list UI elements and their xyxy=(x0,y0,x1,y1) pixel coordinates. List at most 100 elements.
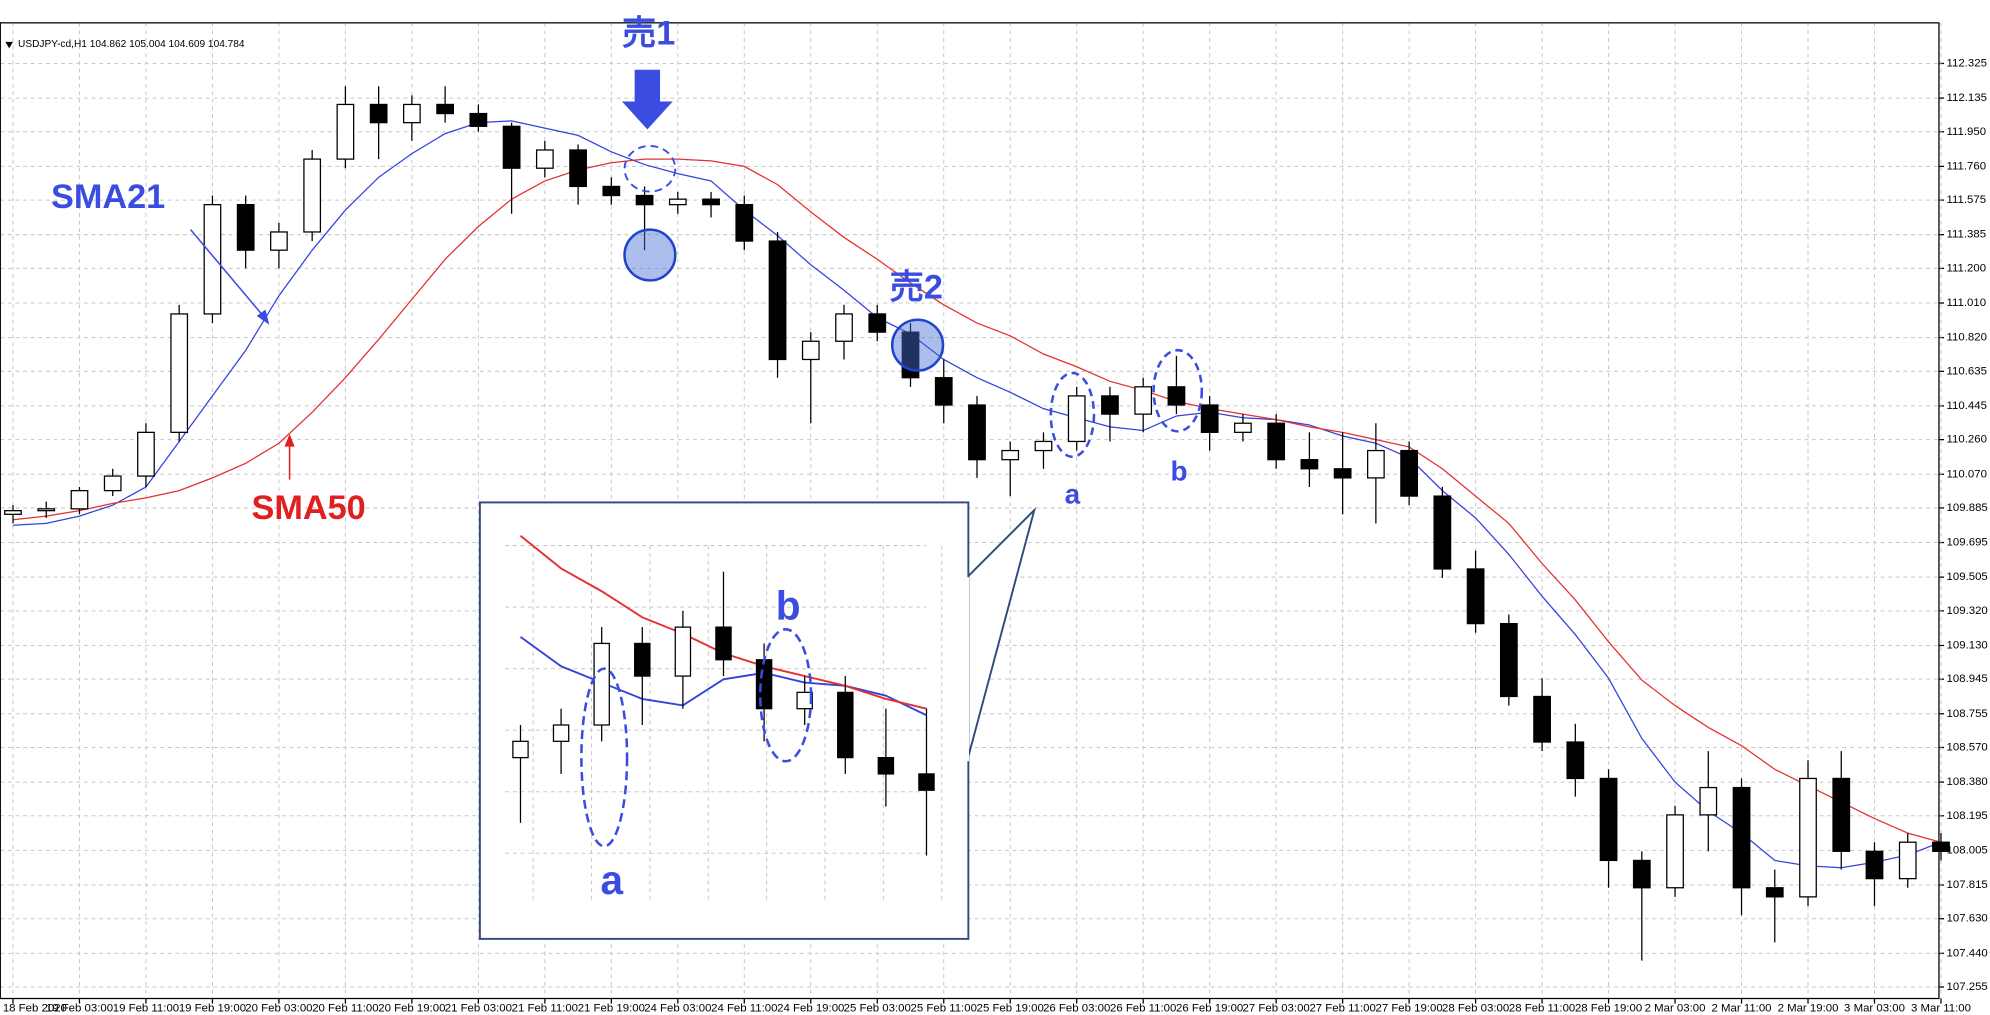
y-tick-label: 112.135 xyxy=(1947,92,1987,104)
y-tick-label: 108.005 xyxy=(1947,844,1988,856)
candle-body xyxy=(634,642,651,677)
x-tick-label: 24 Feb 11:00 xyxy=(711,1003,777,1015)
candle-body xyxy=(1366,449,1385,479)
candle-body xyxy=(170,313,189,433)
x-tick-label: 19 Feb 19:00 xyxy=(179,1003,246,1015)
candle-body xyxy=(1799,777,1817,898)
candle-body xyxy=(502,125,521,169)
candle-body xyxy=(70,489,89,510)
x-tick-label: 2 Mar 11:00 xyxy=(1712,1003,1772,1015)
candle-body xyxy=(552,724,570,742)
sma50-label: SMA50 xyxy=(251,489,365,527)
x-tick-label: 2 Mar 03:00 xyxy=(1645,1003,1706,1015)
x-tick-label: 26 Feb 11:00 xyxy=(1110,1003,1176,1015)
x-tick-label: 27 Feb 19:00 xyxy=(1376,1003,1443,1015)
sma-line xyxy=(12,120,1942,869)
candle-body xyxy=(702,198,720,206)
candle-body xyxy=(1466,568,1485,625)
candle-body xyxy=(635,194,654,206)
x-tick-label: 3 Mar 11:00 xyxy=(1911,1003,1971,1015)
candle-body xyxy=(1267,422,1286,461)
y-tick-label: 108.755 xyxy=(1947,708,1988,720)
y-tick-label: 108.570 xyxy=(1947,742,1988,754)
sell-arrow xyxy=(621,69,673,130)
y-tick-label: 107.815 xyxy=(1947,879,1988,891)
y-tick-label: 110.260 xyxy=(1947,434,1987,446)
x-tick-label: 20 Feb 19:00 xyxy=(378,1003,445,1015)
x-tick-label: 26 Feb 03:00 xyxy=(1043,1003,1110,1015)
candle-body xyxy=(1765,887,1784,898)
x-tick-label: 20 Feb 11:00 xyxy=(312,1003,378,1015)
x-tick-label: 27 Feb 03:00 xyxy=(1243,1003,1310,1015)
inset-frame xyxy=(478,501,970,940)
candle-body xyxy=(1932,841,1950,852)
y-tick-label: 109.320 xyxy=(1947,605,1988,617)
sma-line xyxy=(12,158,1942,843)
x-tick-label: 2 Mar 19:00 xyxy=(1778,1003,1839,1015)
candle-body xyxy=(535,149,554,169)
y-tick-label: 110.070 xyxy=(1947,468,1987,480)
x-tick-label: 21 Feb 11:00 xyxy=(512,1003,578,1015)
y-tick-label: 111.760 xyxy=(1947,160,1987,172)
candle-body xyxy=(593,642,610,726)
main-plot: 112.325 112.135 111.950 111.760 111.575 111.3… xyxy=(0,22,1988,1015)
candle-body xyxy=(1134,386,1153,415)
candle-body xyxy=(968,404,986,461)
candle-body xyxy=(1732,786,1751,889)
candle-body xyxy=(1666,814,1684,889)
candle-body xyxy=(668,198,687,206)
y-tick-label: 108.380 xyxy=(1947,776,1988,788)
sell-label-2: 売2 xyxy=(890,268,943,306)
y-tick-label: 110.635 xyxy=(1947,365,1987,377)
inset-marker-a xyxy=(580,667,629,848)
x-tick-label: 25 Feb 03:00 xyxy=(844,1003,911,1015)
candle-body xyxy=(4,510,22,515)
marker-b xyxy=(1152,348,1204,433)
candle-body xyxy=(768,240,787,361)
candle-body xyxy=(1566,741,1585,780)
candle-body xyxy=(1101,395,1119,415)
candle-body xyxy=(715,626,732,661)
y-tick-label: 111.010 xyxy=(1947,297,1987,309)
candle-body xyxy=(569,149,587,188)
y-tick-label: 108.195 xyxy=(1947,810,1988,822)
x-tick-label: 21 Feb 03:00 xyxy=(445,1003,512,1015)
x-tick-label: 28 Feb 11:00 xyxy=(1509,1003,1575,1015)
candle-body xyxy=(835,313,853,342)
candle-body xyxy=(837,691,854,759)
candle-body xyxy=(1300,459,1319,470)
y-tick-label: 109.885 xyxy=(1947,502,1988,514)
sma21-pointer xyxy=(190,229,265,318)
sell-label-1: 売1 xyxy=(622,15,675,53)
candle-body xyxy=(303,158,322,233)
x-tick-label: 19 Feb 11:00 xyxy=(113,1003,179,1015)
y-tick-label: 108.945 xyxy=(1947,673,1988,685)
candle-body xyxy=(602,185,621,197)
x-tick-label: 25 Feb 19:00 xyxy=(977,1003,1044,1015)
plot-frame xyxy=(0,22,1940,1000)
candle-body xyxy=(1699,786,1718,816)
label-b: b xyxy=(1170,456,1187,487)
candle-body xyxy=(918,773,935,791)
x-tick-label: 19 Feb 03:00 xyxy=(46,1003,113,1015)
x-tick-label: 25 Feb 11:00 xyxy=(911,1003,977,1015)
y-tick-label: 111.575 xyxy=(1947,194,1987,206)
candle-body xyxy=(512,740,529,759)
sma21-label: SMA21 xyxy=(51,178,165,216)
candle-body xyxy=(1400,449,1419,497)
label-a: a xyxy=(1065,478,1081,509)
candle-body xyxy=(934,377,953,406)
candle-body xyxy=(270,231,288,251)
y-tick-label: 111.200 xyxy=(1947,262,1987,274)
marker-a xyxy=(1049,371,1096,459)
candle-body xyxy=(436,103,455,115)
x-tick-label: 28 Feb 19:00 xyxy=(1575,1003,1642,1015)
symbol-header: USDJPY-cd,H1 104.862 105.004 104.609 104… xyxy=(18,39,245,50)
candle-body xyxy=(877,756,895,775)
inset-plot xyxy=(505,535,943,904)
candle-body xyxy=(801,340,820,361)
candle-body xyxy=(1200,404,1219,433)
cross-marker xyxy=(623,144,677,193)
candle-body xyxy=(796,691,813,710)
